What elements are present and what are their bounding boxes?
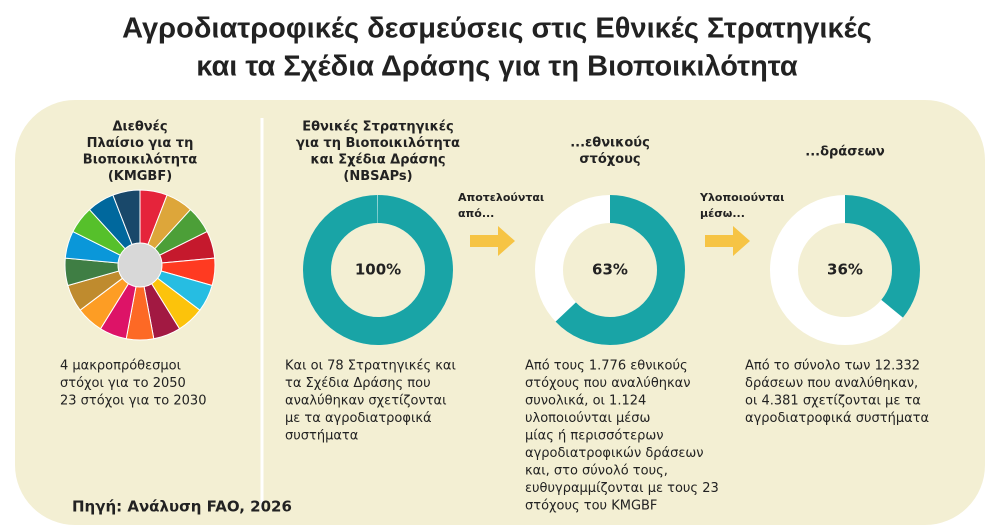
donut-arc [535, 195, 685, 345]
panel-header: (KMGBF) [108, 169, 172, 184]
panel-header: Εθνικές Στρατηγικές [302, 120, 454, 135]
wheel-center [117, 242, 163, 288]
panel-header: Διεθνές [112, 120, 167, 135]
arrow-text: από... [458, 207, 494, 220]
panel-header: Πλαίσιο για τη [87, 136, 194, 151]
panel-text: ευθυγραμμίζονται με τους 23 [525, 481, 719, 496]
panel-text: με τα αγροδιατροφικά [285, 411, 432, 426]
panel-text: τα Σχέδια Δράσης που [285, 376, 431, 391]
panel-header: (NBSAPs) [343, 169, 412, 184]
sdg-wheel [64, 189, 216, 341]
panel-text: στόχοι για το 2050 [60, 376, 186, 391]
donut-label: 63% [592, 261, 628, 279]
panel-text: δράσεων που αναλύθηκαν, [745, 376, 918, 391]
arrow-text: μέσω... [700, 207, 745, 220]
panel-text: Και οι 78 Στρατηγικές και [285, 359, 456, 374]
source: Πηγή: Ανάλυση FAO, 2026 [72, 498, 292, 516]
panel-text: αναλύθηκαν σχετίζονται [285, 394, 447, 409]
title: Αγροδιατροφικές δεσμεύσεις στις Εθνικές … [122, 13, 872, 45]
donut-label: 36% [827, 261, 863, 279]
donut-arc [303, 195, 453, 345]
donut-arc [770, 195, 920, 345]
panel-text: στόχους που αναλύθηκαν [525, 376, 691, 391]
panel-text: οι 4.381 σχετίζονται με τα [745, 394, 921, 409]
panel-header: και Σχέδια Δράσης [310, 153, 445, 168]
arrow [705, 226, 750, 256]
arrow [470, 226, 515, 256]
panel-text: συνολικά, οι 1.124 [525, 394, 646, 409]
panel-text: και, στο σύνολό τους, [525, 464, 668, 479]
panel-text: υλοποιούνται μέσω [525, 411, 650, 426]
title: και τα Σχέδια Δράσης για τη Βιοποικιλότη… [196, 51, 798, 83]
panel-background [15, 100, 985, 525]
panel-text: Από τους 1.776 εθνικούς [525, 359, 688, 374]
panel-header: στόχους [579, 152, 640, 167]
panel-text: μίας ή περισσότερων [525, 429, 664, 444]
donut-label: 100% [355, 261, 401, 279]
panel-text: 4 μακροπρόθεσμοι [60, 359, 181, 374]
panel-text: αγροδιατροφικά συστήματα [745, 411, 929, 426]
panel-text: συστήματα [285, 429, 358, 444]
arrow-text: Υλοποιούνται [699, 191, 784, 204]
panel-text: Από το σύνολο των 12.332 [745, 359, 920, 374]
panel-header: για τη Βιοποικιλότητα [296, 136, 460, 151]
panel-header: ...δράσεων [805, 145, 885, 160]
panel-header: ...εθνικούς [570, 136, 650, 151]
panel-text: αγροδιατροφικών δράσεων [525, 446, 704, 461]
panel-text: 23 στόχοι για το 2030 [60, 394, 206, 409]
panel-header: Βιοποικιλότητα [83, 153, 197, 168]
panel-text: στόχους του KMGBF [525, 499, 657, 514]
arrow-text: Αποτελούνται [458, 191, 544, 204]
